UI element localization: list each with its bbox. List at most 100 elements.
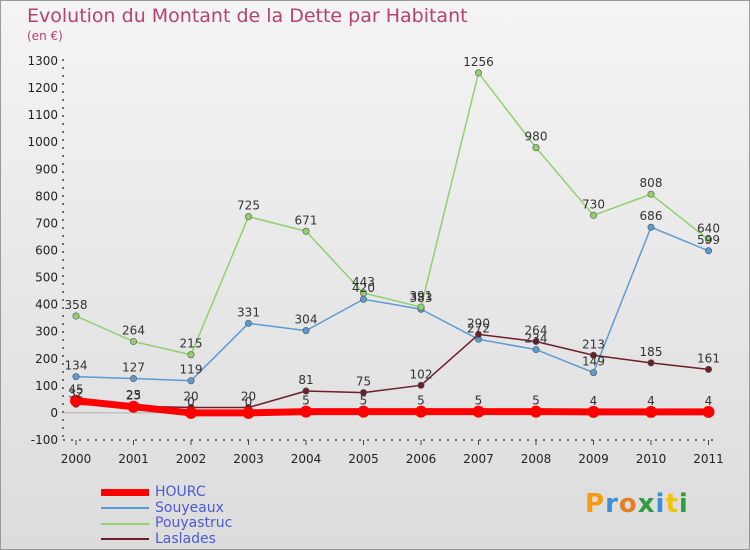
data-point-hourc <box>357 405 370 418</box>
data-label-pouyastruc: 358 <box>65 298 88 312</box>
data-label-souyeaux: 134 <box>65 359 88 373</box>
data-point-laslades <box>359 389 367 397</box>
data-labels: 45 23 0 0 5 5 5 5 5 4 4 4 134 127 119 331 304 420 383 272 23… <box>65 55 720 409</box>
data-point-laslades <box>532 337 540 345</box>
data-point-hourc <box>472 405 485 418</box>
series-line-pouyastruc <box>75 72 709 356</box>
y-tick-label: -100 <box>31 433 58 447</box>
data-label-souyeaux: 127 <box>122 361 145 375</box>
data-label-souyeaux: 304 <box>295 313 318 327</box>
legend-swatch <box>101 538 149 541</box>
axes <box>62 59 713 441</box>
legend-label: Souyeaux <box>155 499 224 516</box>
data-label-souyeaux: 599 <box>697 233 720 247</box>
data-point-pouyastruc <box>704 236 712 244</box>
data-point-souyeaux <box>130 375 138 383</box>
x-tick-label: 2001 <box>118 452 149 466</box>
data-point-pouyastruc <box>359 289 367 297</box>
data-point-souyeaux <box>532 346 540 354</box>
data-label-laslades: 102 <box>410 367 433 381</box>
y-tick-label: 400 <box>35 298 58 312</box>
x-tick-label: 2003 <box>233 452 264 466</box>
data-label-hourc: 4 <box>590 394 598 408</box>
data-label-pouyastruc: 391 <box>410 289 433 303</box>
data-point-hourc <box>127 400 140 413</box>
data-label-laslades: 20 <box>241 390 256 404</box>
data-point-laslades <box>647 359 655 367</box>
y-ticks: -100 0 100 200 300 400 500 600 700 800 900 1000 1100… <box>27 54 58 447</box>
series-line-laslades <box>75 333 709 409</box>
y-tick-label: 0 <box>50 406 58 420</box>
data-label-hourc: 0 <box>187 395 195 409</box>
data-label-laslades: 81 <box>298 373 313 387</box>
data-label-pouyastruc: 1256 <box>463 55 494 69</box>
y-tick-label: 700 <box>35 216 58 230</box>
legend-item-souyeaux: Souyeaux <box>101 499 232 517</box>
data-label-laslades: 185 <box>640 345 663 359</box>
data-point-souyeaux <box>704 247 712 255</box>
data-label-pouyastruc: 725 <box>237 199 260 213</box>
data-point-pouyastruc <box>589 211 597 219</box>
data-point-souyeaux <box>647 223 655 231</box>
x-tick-label: 2000 <box>61 452 92 466</box>
data-label-hourc: 45 <box>68 383 83 397</box>
x-tick-label: 2005 <box>348 452 379 466</box>
x-tick-label: 2010 <box>636 452 667 466</box>
data-point-pouyastruc <box>532 144 540 152</box>
legend-label: Laslades <box>155 530 216 547</box>
x-tick-label: 2011 <box>693 452 724 466</box>
data-label-pouyastruc: 730 <box>582 197 605 211</box>
y-tick-label: 1200 <box>27 81 58 95</box>
data-label-souyeaux: 686 <box>640 209 663 223</box>
data-label-laslades: 161 <box>697 351 720 365</box>
x-ticks: 2000 2001 2002 2003 2004 2005 2006 2007 2008 2009… <box>61 440 724 466</box>
data-label-hourc: 4 <box>647 394 655 408</box>
y-tick-label: 100 <box>35 379 58 393</box>
legend-label: Pouyastruc <box>155 515 233 532</box>
x-tick-label: 2006 <box>406 452 437 466</box>
legend-label: HOURC <box>155 484 206 501</box>
data-point-hourc <box>645 405 657 418</box>
legend-swatch <box>101 507 149 510</box>
y-tick-label: 900 <box>35 162 58 176</box>
y-tick-label: 500 <box>35 271 58 285</box>
data-label-hourc: 5 <box>475 394 483 408</box>
data-point-pouyastruc <box>72 312 80 320</box>
data-point-pouyastruc <box>187 351 195 359</box>
legend-swatch <box>101 522 149 525</box>
data-point-pouyastruc <box>417 303 425 311</box>
data-label-pouyastruc: 808 <box>640 176 663 190</box>
logo-letter: t <box>665 489 679 519</box>
data-label-hourc: 23 <box>126 389 141 403</box>
data-point-souyeaux <box>302 327 310 335</box>
x-tick-label: 2004 <box>291 452 322 466</box>
y-tick-label: 800 <box>35 189 58 203</box>
data-point-souyeaux <box>359 295 367 303</box>
legend-item-laslades: Laslades <box>101 530 232 548</box>
data-label-hourc: 5 <box>417 394 425 408</box>
data-point-laslades <box>589 351 597 359</box>
data-point-hourc <box>530 405 542 418</box>
data-label-pouyastruc: 671 <box>295 213 318 227</box>
data-point-hourc <box>415 405 427 418</box>
data-point-hourc <box>242 406 255 419</box>
y-tick-label: 1000 <box>27 135 58 149</box>
chart-title: Evolution du Montant de la Dette par Hab… <box>27 5 468 27</box>
logo-letter: i <box>678 489 689 519</box>
x-tick-label: 2007 <box>463 452 494 466</box>
series-line-souyeaux <box>75 226 709 382</box>
data-label-pouyastruc: 443 <box>352 275 375 289</box>
y-tick-label: 300 <box>35 325 58 339</box>
data-label-laslades: 25 <box>126 388 141 402</box>
data-point-laslades <box>474 330 482 338</box>
data-label-pouyastruc: 980 <box>525 130 548 144</box>
data-label-souyeaux: 331 <box>237 305 260 319</box>
data-label-laslades: 290 <box>467 316 490 330</box>
x-tick-label: 2008 <box>521 452 552 466</box>
legend-swatch <box>101 489 149 497</box>
data-point-pouyastruc <box>302 227 310 235</box>
data-label-laslades: 20 <box>183 390 198 404</box>
data-label-hourc: 5 <box>360 394 368 408</box>
data-point-laslades <box>704 365 712 373</box>
